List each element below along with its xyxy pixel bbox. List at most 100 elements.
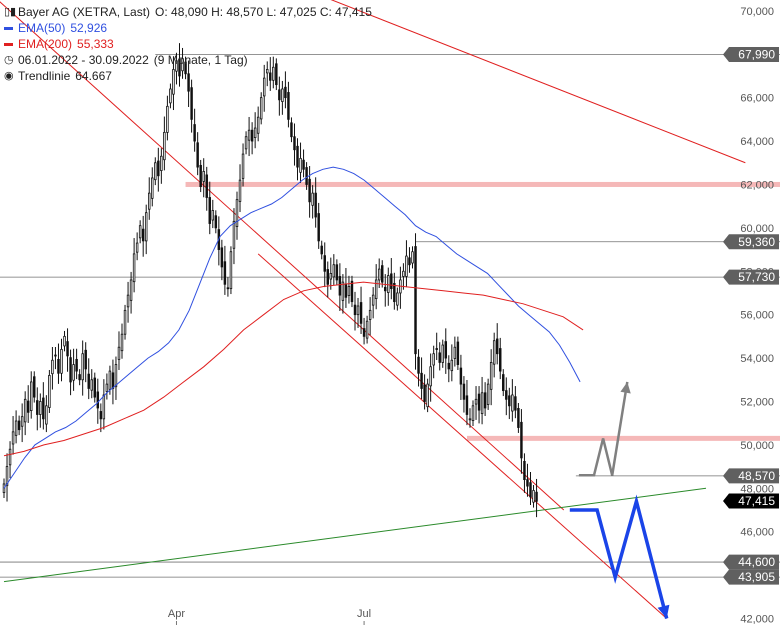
candle-body	[362, 328, 366, 337]
y-tick-label: 42,000	[740, 613, 774, 625]
resistance-zone	[466, 435, 780, 441]
level-label-box	[723, 554, 779, 570]
candle-body	[462, 383, 466, 400]
legend-title: Bayer AG (XETRA, Last)	[18, 5, 151, 19]
candle-body	[129, 279, 133, 301]
candle-body	[154, 162, 157, 181]
candle-body	[508, 395, 511, 407]
y-tick-label: 46,000	[740, 527, 774, 539]
candle-body	[441, 344, 444, 363]
channel-lower-line	[257, 253, 667, 619]
level-label: 48,570	[738, 469, 775, 483]
candle-body	[438, 352, 441, 363]
x-tick-label: Apr	[168, 608, 185, 620]
candle-body	[402, 270, 405, 277]
candle-body	[299, 158, 302, 173]
candle-body	[178, 58, 181, 77]
green-support-trendline	[3, 487, 707, 583]
candle-body	[30, 381, 33, 411]
candle-body	[423, 384, 426, 402]
legend-ema200-label: EMA(200)	[18, 37, 73, 51]
y-tick-label: 50,000	[740, 440, 774, 452]
y-tick-label: 60,000	[740, 223, 774, 235]
candle-body	[359, 302, 363, 324]
candle-body	[390, 273, 393, 290]
chart-legend: ▯▮ Bayer AG (XETRA, Last) O: 48,090 H: 4…	[4, 4, 372, 84]
candle-body	[63, 335, 66, 347]
candle-body	[190, 87, 193, 120]
candle-body	[151, 177, 154, 199]
candle-body	[381, 265, 384, 283]
candle-body	[523, 460, 526, 481]
candle-body	[78, 374, 81, 381]
candle-body	[296, 145, 299, 168]
candle-body	[350, 280, 354, 303]
candle-body	[356, 305, 360, 316]
candle-body	[387, 275, 390, 293]
candle-body	[474, 398, 478, 405]
candle-body	[229, 251, 233, 290]
candle-body	[253, 127, 257, 138]
clock-icon: ◷	[4, 54, 14, 66]
candle-body	[220, 247, 224, 268]
ema200-swatch	[4, 42, 13, 46]
candle-body	[117, 346, 121, 360]
candle-body	[278, 89, 281, 101]
candle-body	[353, 304, 357, 316]
level-label-box	[723, 46, 779, 62]
candle-body	[396, 292, 399, 306]
candle-icon: ▯▮	[4, 6, 17, 18]
candle-body	[33, 376, 36, 398]
candle-body	[17, 420, 21, 431]
legend-period-note: (9 Monate, 1 Tag)	[153, 53, 248, 67]
legend-ema200-value: 55,333	[77, 37, 114, 51]
candle-body	[511, 394, 514, 412]
candle-body	[302, 159, 305, 170]
candle-body	[11, 431, 15, 445]
candle-body	[532, 490, 535, 503]
candle-body	[250, 129, 254, 142]
y-tick-label: 66,000	[740, 93, 774, 105]
legend-period: 06.01.2022 - 30.09.2022	[18, 53, 149, 67]
candle-body	[75, 358, 78, 372]
candle-body	[435, 348, 438, 350]
candle-body	[69, 357, 72, 383]
candle-body	[111, 372, 115, 389]
level-label: 44,600	[738, 555, 775, 569]
candle-body	[99, 411, 103, 420]
candle-body	[45, 405, 48, 425]
candle-body	[169, 88, 172, 104]
level-label: 43,905	[738, 570, 775, 584]
candle-body	[214, 215, 218, 229]
candle-body	[120, 333, 124, 352]
candle-body	[269, 72, 272, 81]
candlestick-series	[2, 43, 538, 518]
legend-ohlc: O: 48,090 H: 48,570 L: 47,025 C: 47,415	[155, 5, 372, 19]
candle-body	[308, 178, 311, 203]
candle-body	[105, 383, 109, 392]
candle-body	[244, 136, 248, 150]
blue-projection-path	[569, 494, 669, 619]
candle-body	[36, 400, 39, 415]
candle-body	[341, 281, 345, 301]
candle-body	[108, 370, 112, 390]
candle-body	[335, 264, 339, 281]
candle-body	[23, 398, 27, 423]
candle-body	[138, 225, 142, 239]
candle-body	[417, 356, 420, 374]
channel-upper-line	[0, 1, 565, 511]
candle-body	[317, 213, 320, 242]
candle-body	[193, 124, 196, 142]
candle-body	[465, 395, 469, 415]
candle-body	[126, 294, 130, 308]
candle-body	[8, 448, 12, 466]
candle-body	[163, 131, 166, 161]
candle-body	[293, 136, 296, 151]
candle-body	[226, 287, 230, 290]
level-label: 59,360	[738, 235, 775, 249]
candle-body	[517, 408, 520, 428]
candle-body	[368, 309, 372, 320]
legend-ema50-row: EMA(50) 52,926	[4, 20, 372, 36]
ema-series	[3, 166, 584, 489]
